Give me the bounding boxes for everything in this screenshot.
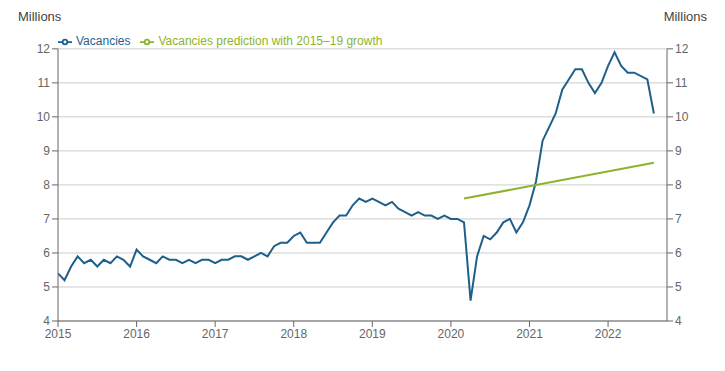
svg-text:2016: 2016 [123, 327, 150, 341]
svg-text:2018: 2018 [280, 327, 307, 341]
svg-text:2017: 2017 [202, 327, 229, 341]
svg-text:2022: 2022 [595, 327, 622, 341]
html-text:Millions: Millions [18, 9, 62, 24]
svg-text:6: 6 [675, 246, 682, 260]
svg-text:7: 7 [675, 212, 682, 226]
svg-text:10: 10 [675, 110, 689, 124]
svg-text:12: 12 [37, 42, 51, 56]
svg-text:5: 5 [675, 280, 682, 294]
html-text:Vacancies prediction with 2015: Vacancies prediction with 2015–19 growth [158, 34, 383, 48]
svg-text:11: 11 [675, 76, 688, 90]
svg-text:6: 6 [43, 246, 50, 260]
svg-text:2015: 2015 [45, 327, 72, 341]
svg-text:8: 8 [43, 178, 50, 192]
svg-text:11: 11 [38, 76, 51, 90]
svg-text:8: 8 [675, 178, 682, 192]
svg-text:2020: 2020 [438, 327, 465, 341]
html-text:Millions: Millions [663, 9, 707, 24]
svg-text:4: 4 [675, 314, 682, 328]
svg-text:7: 7 [43, 212, 50, 226]
svg-text:4: 4 [43, 314, 50, 328]
svg-text:5: 5 [43, 280, 50, 294]
svg-text:9: 9 [43, 144, 50, 158]
svg-text:9: 9 [675, 144, 682, 158]
svg-text:2021: 2021 [516, 327, 543, 341]
html-text:Vacancies: Vacancies [76, 34, 131, 48]
svg-text:12: 12 [675, 42, 689, 56]
svg-text:2019: 2019 [359, 327, 386, 341]
svg-text:10: 10 [37, 110, 51, 124]
